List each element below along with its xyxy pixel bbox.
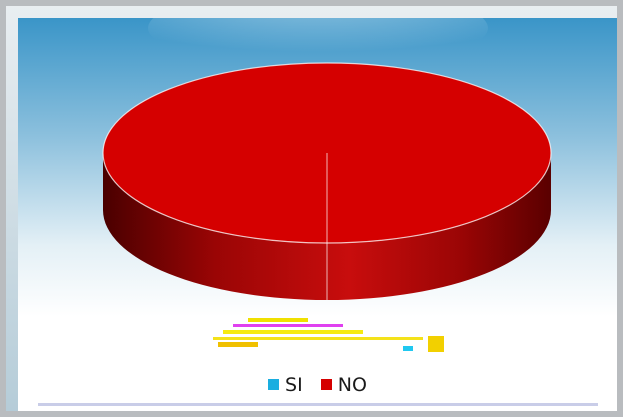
artifact-stripe [213, 337, 423, 340]
artifact-stripe [428, 336, 444, 352]
legend-swatch-si [268, 379, 280, 390]
pie-side-wall [103, 153, 551, 300]
legend: SI NO [18, 373, 617, 396]
legend-swatch-no [320, 379, 332, 390]
light-glare [148, 18, 488, 68]
artifact-stripe [233, 324, 343, 327]
artifact-stripe [38, 403, 598, 406]
pie-chart [38, 18, 598, 406]
artifact-stripe [223, 330, 363, 334]
plot-area: SI NO [18, 18, 617, 411]
legend-label-no: NO [337, 373, 367, 396]
artifact-stripe [403, 346, 413, 351]
legend-label-si: SI [285, 373, 303, 396]
legend-item-si: SI [268, 374, 303, 396]
artifact-stripe [218, 342, 258, 347]
legend-item-no: NO [320, 373, 367, 396]
artifact-stripe [248, 318, 308, 322]
